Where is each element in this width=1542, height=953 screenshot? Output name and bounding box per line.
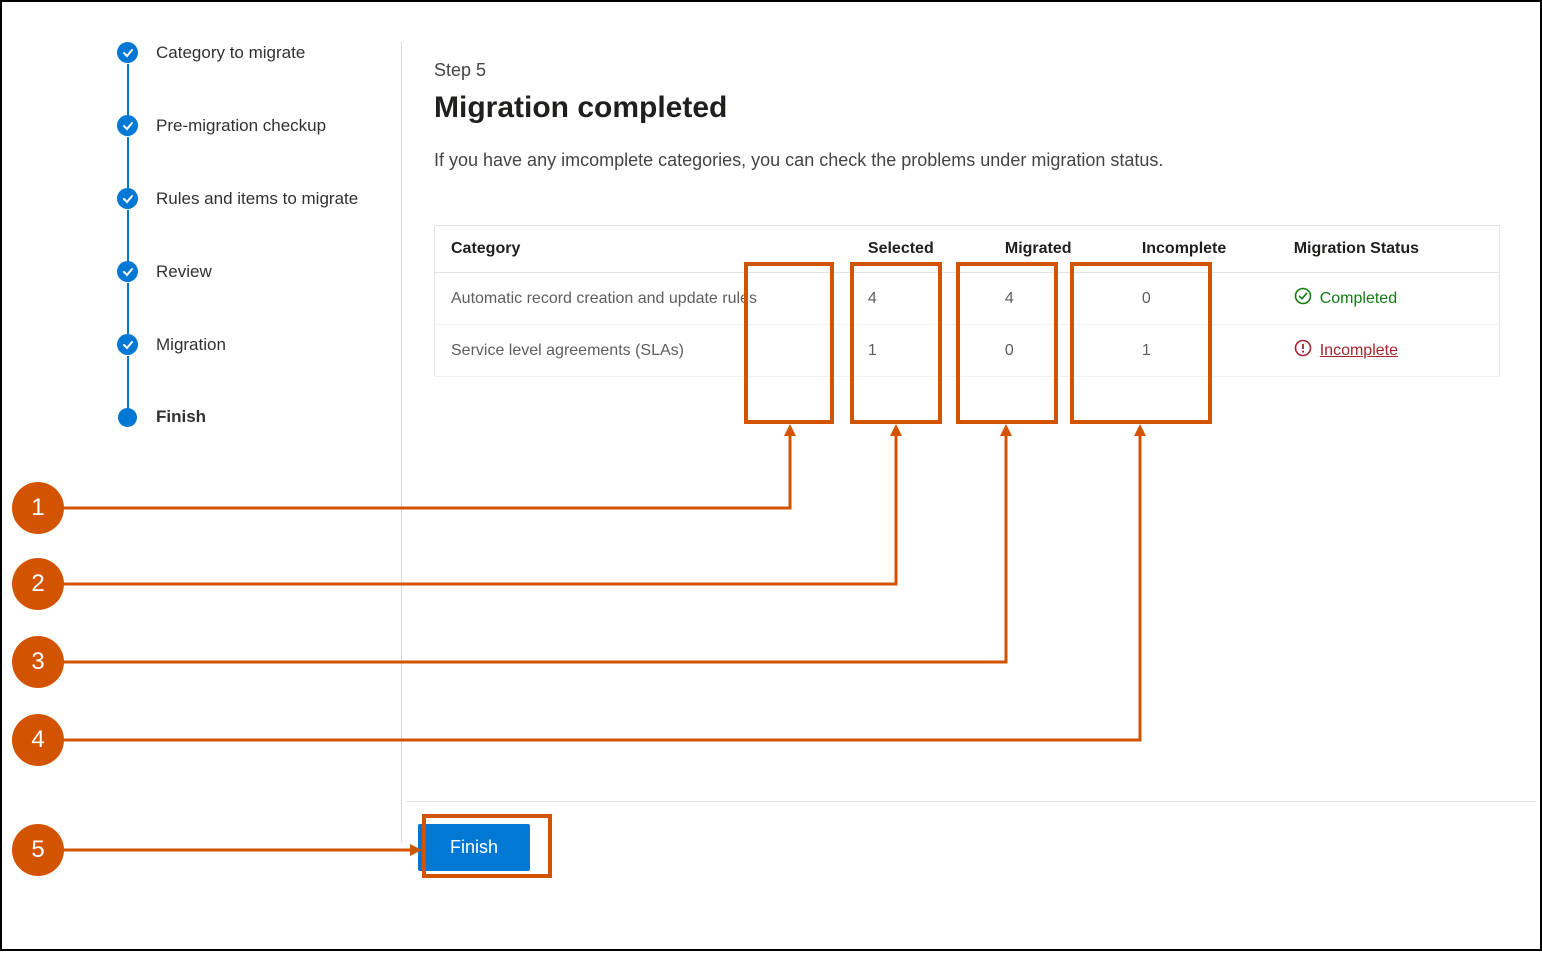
check-icon [117, 115, 138, 136]
callout-marker-5: 5 [12, 824, 64, 876]
cell-status: Incomplete [1278, 325, 1500, 377]
step-connector-line [127, 210, 129, 262]
step-connector-line [127, 137, 129, 189]
wizard-step-category[interactable]: Category to migrate [117, 42, 382, 63]
current-step-dot-icon [118, 408, 137, 427]
wizard-step-migration[interactable]: Migration [117, 334, 382, 355]
wizard-step-label: Migration [156, 335, 226, 355]
wizard-step-label: Finish [156, 407, 206, 427]
finish-button[interactable]: Finish [418, 824, 530, 871]
step-connector-line [127, 283, 129, 335]
wizard-footer: Finish [406, 801, 1536, 901]
col-header-category: Category [435, 226, 852, 273]
callout-marker-2: 2 [12, 558, 64, 610]
wizard-step-label: Category to migrate [156, 43, 305, 63]
wizard-sidebar: Category to migrate Pre-migration checku… [2, 42, 402, 949]
migration-results-table: Category Selected Migrated Incomplete Mi… [434, 225, 1500, 377]
cell-category: Automatic record creation and update rul… [435, 273, 852, 325]
step-connector-line [127, 356, 129, 408]
table-row: Service level agreements (SLAs) 1 0 1 [435, 325, 1500, 377]
wizard-step-rules[interactable]: Rules and items to migrate [117, 188, 382, 209]
cell-status: Completed [1278, 273, 1500, 325]
cell-migrated: 4 [989, 273, 1126, 325]
check-icon [117, 261, 138, 282]
cell-selected: 1 [852, 325, 989, 377]
wizard-step-precheck[interactable]: Pre-migration checkup [117, 115, 382, 136]
col-header-status: Migration Status [1278, 226, 1500, 273]
app-frame: Category to migrate Pre-migration checku… [0, 0, 1542, 951]
step-connector-line [127, 64, 129, 116]
cell-migrated: 0 [989, 325, 1126, 377]
status-link[interactable]: Incomplete [1320, 342, 1398, 360]
col-header-migrated: Migrated [989, 226, 1126, 273]
callout-marker-3: 3 [12, 636, 64, 688]
cell-category: Service level agreements (SLAs) [435, 325, 852, 377]
wizard-steps-list: Category to migrate Pre-migration checku… [117, 42, 382, 427]
wizard-step-finish[interactable]: Finish [117, 407, 382, 427]
step-badge: Step 5 [434, 60, 1500, 81]
status-label: Completed [1320, 290, 1397, 308]
col-header-selected: Selected [852, 226, 989, 273]
check-icon [117, 42, 138, 63]
table-row: Automatic record creation and update rul… [435, 273, 1500, 325]
success-icon [1294, 287, 1312, 310]
wizard-step-label: Review [156, 262, 212, 282]
error-icon [1294, 339, 1312, 362]
check-icon [117, 334, 138, 355]
cell-selected: 4 [852, 273, 989, 325]
cell-incomplete: 1 [1126, 325, 1278, 377]
callout-marker-4: 4 [12, 714, 64, 766]
table-header-row: Category Selected Migrated Incomplete Mi… [435, 226, 1500, 273]
wizard-step-label: Rules and items to migrate [156, 189, 358, 209]
cell-incomplete: 0 [1126, 273, 1278, 325]
callout-marker-1: 1 [12, 482, 64, 534]
page-title: Migration completed [434, 91, 1500, 125]
wizard-step-label: Pre-migration checkup [156, 116, 326, 136]
check-icon [117, 188, 138, 209]
wizard-step-review[interactable]: Review [117, 261, 382, 282]
page-subtitle: If you have any imcomplete categories, y… [434, 147, 1214, 173]
col-header-incomplete: Incomplete [1126, 226, 1278, 273]
